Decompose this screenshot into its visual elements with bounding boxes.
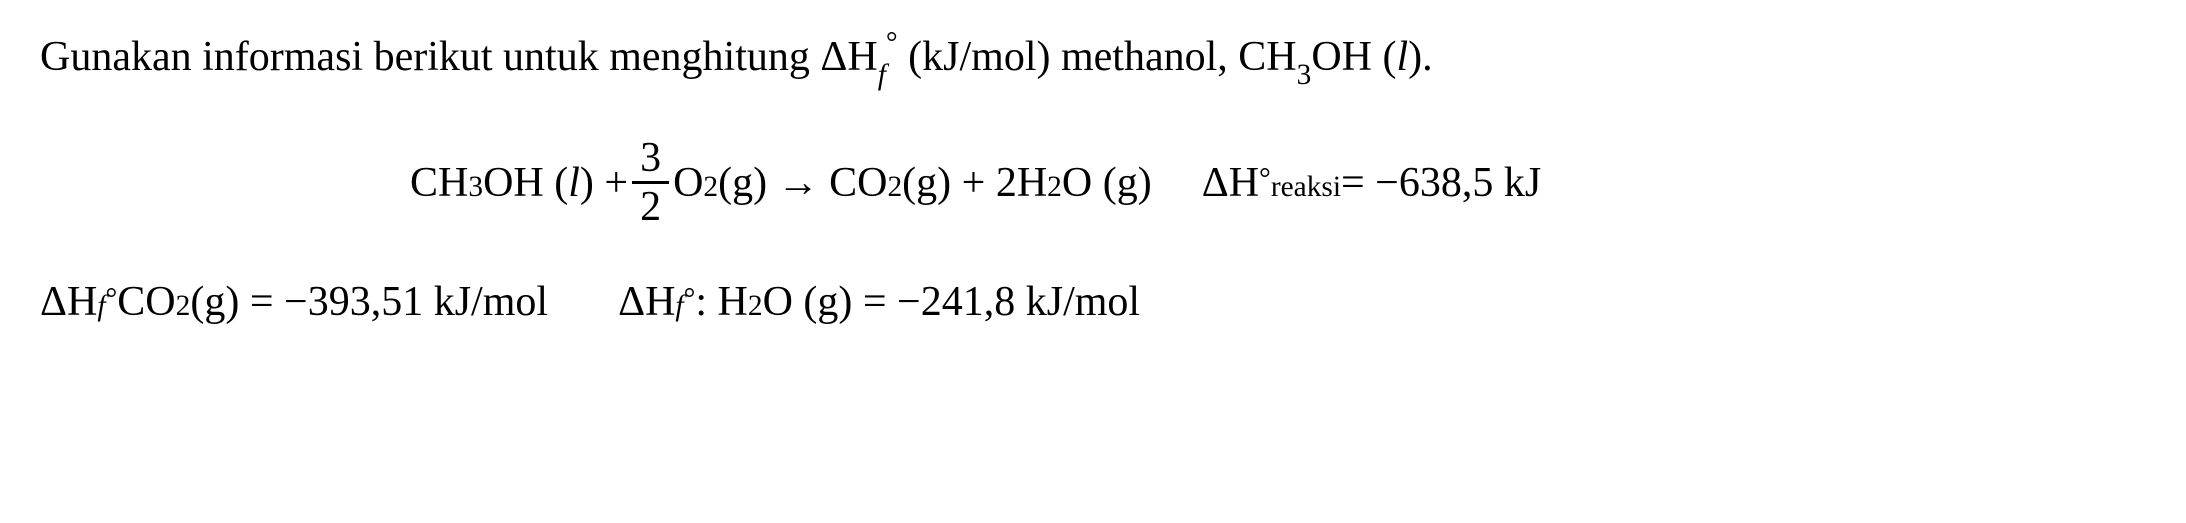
subscript-2-d: 2: [176, 290, 191, 323]
subscript-2-b: 2: [887, 171, 902, 204]
subscript-2-e: 2: [748, 290, 763, 323]
letter-H-3: H: [67, 278, 97, 326]
fraction-3-2: 32: [632, 137, 669, 228]
enthalpy-data-line: ΔHf°CO2 (g) = −393,51 kJ/molΔHf°: H2O (g…: [40, 278, 2146, 326]
fraction-numerator: 3: [632, 137, 669, 184]
subscript-3: 3: [1297, 59, 1312, 91]
co2-value: (g) = −393,51 kJ/mol: [190, 278, 548, 326]
subscript-3-a: 3: [468, 171, 483, 204]
delta-symbol: Δ: [820, 34, 847, 80]
subscript-2-c: 2: [1047, 171, 1062, 204]
co2-CO: CO: [829, 159, 887, 207]
degree-symbol: °: [886, 27, 898, 59]
text-gunakan: Gunakan informasi berikut untuk menghitu…: [40, 34, 820, 80]
h2o-value: O (g) = −241,8 kJ/mol: [763, 278, 1141, 326]
ch3oh-CH: CH: [410, 159, 468, 207]
delta-symbol-4: Δ: [618, 278, 645, 326]
reaction-arrow: →: [777, 159, 819, 207]
letter-H-2: H: [1229, 159, 1259, 207]
gas-state-a: (g): [718, 159, 767, 207]
delta-symbol-3: Δ: [40, 278, 67, 326]
subscript-reaksi: reaksi: [1271, 171, 1341, 204]
question-text-line-1: Gunakan informasi berikut untuk menghitu…: [40, 30, 2146, 87]
colon-h2o: : H: [695, 278, 748, 326]
subscript-f-3: f: [675, 290, 683, 323]
text-close: ).: [1408, 34, 1433, 80]
gas-plus-h2o: (g) + 2H: [902, 159, 1047, 207]
degree-symbol-3: °: [106, 283, 118, 316]
subscript-f-2: f: [97, 290, 105, 323]
subscript-f: f: [878, 59, 886, 91]
text-oh-paren: OH (: [1311, 34, 1396, 80]
text-kjmol-methanol: (kJ/mol) methanol, CH: [898, 34, 1297, 80]
letter-H-4: H: [645, 278, 675, 326]
degree-symbol-2: °: [1259, 163, 1271, 196]
o2-O: O: [673, 159, 703, 207]
reaction-equation: CH3OH (l) + 32O2(g) → CO2 (g) + 2H2O (g)…: [410, 137, 2146, 228]
liquid-state-2: l: [568, 159, 580, 207]
equals-value: = −638,5 kJ: [1341, 159, 1541, 207]
delta-symbol-2: Δ: [1202, 159, 1229, 207]
text-close-plus: ) +: [580, 159, 628, 207]
text-oh: OH (: [483, 159, 568, 207]
subscript-2-a: 2: [703, 171, 718, 204]
letter-H: H: [847, 34, 877, 80]
co2-text: CO: [117, 278, 175, 326]
text-og: O (g): [1062, 159, 1152, 207]
fraction-denominator: 2: [632, 184, 669, 228]
degree-symbol-4: °: [684, 283, 696, 316]
liquid-state: l: [1397, 34, 1409, 80]
